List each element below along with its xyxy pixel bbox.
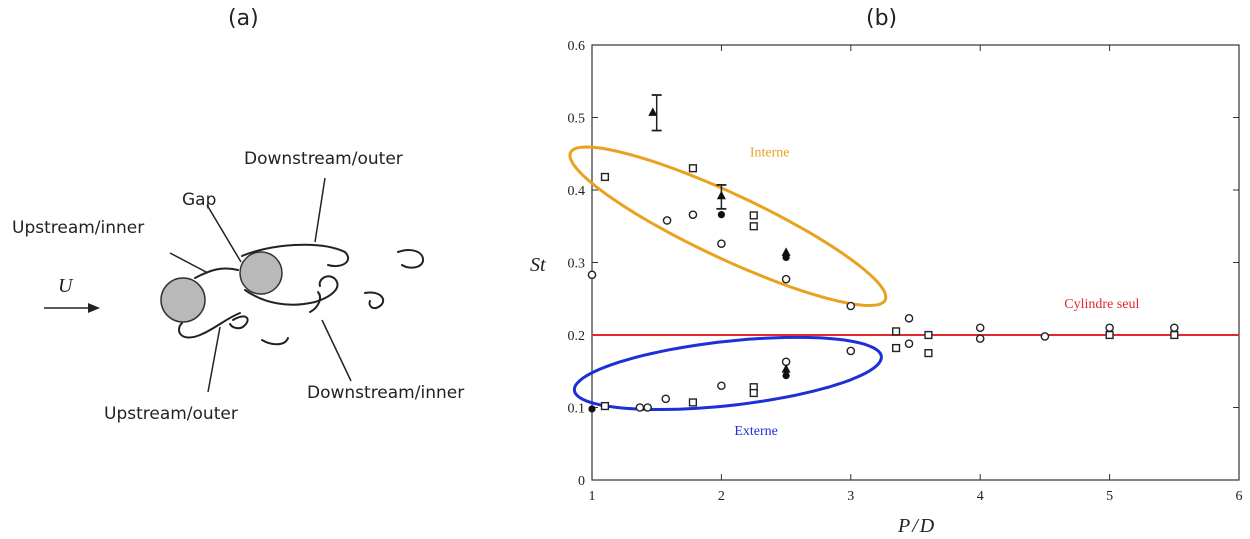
data-point-circle bbox=[1170, 323, 1179, 333]
x-tick-label: 6 bbox=[1236, 489, 1243, 504]
data-point-circle bbox=[717, 381, 726, 391]
label-upstream-inner: Upstream/inner bbox=[12, 218, 144, 238]
region-ellipse-externe bbox=[572, 335, 883, 411]
downstream-cylinder bbox=[239, 251, 283, 295]
region-label-interne: Interne bbox=[750, 146, 790, 161]
data-points bbox=[587, 107, 1179, 413]
y-tick-label: 0.5 bbox=[568, 112, 586, 127]
data-point-filled-circle bbox=[588, 405, 596, 413]
data-point-square bbox=[891, 343, 901, 353]
data-point-square bbox=[600, 172, 610, 182]
data-point-circle bbox=[688, 210, 698, 219]
data-point-square bbox=[688, 398, 698, 407]
data-point-square bbox=[749, 388, 758, 398]
data-point-square bbox=[749, 211, 758, 220]
y-axis-label: St bbox=[530, 254, 546, 276]
label-downstream-outer: Downstream/outer bbox=[244, 149, 403, 169]
strouhal-chart: 1 2 3 4 5 6 0 0.1 0.2 0.3 0.4 0.5 0.6 Interne Externe… bbox=[530, 39, 1243, 537]
data-point-square bbox=[891, 327, 901, 336]
label-downstream-inner: Downstream/inner bbox=[307, 383, 464, 403]
data-point-circle bbox=[587, 270, 597, 280]
error-bars bbox=[651, 94, 727, 210]
data-point-circle bbox=[643, 403, 652, 412]
panel-label-a: (a) bbox=[228, 6, 259, 31]
upstream-cylinder bbox=[160, 277, 206, 323]
data-point-circle bbox=[904, 339, 914, 349]
leader-lines bbox=[169, 177, 352, 393]
data-point-square bbox=[1170, 330, 1179, 340]
y-tick-label: 0.4 bbox=[568, 184, 586, 199]
data-point-circle bbox=[635, 403, 645, 412]
data-point-circle bbox=[661, 394, 671, 404]
x-axis-label: P/D bbox=[897, 515, 936, 537]
reference-line-label: Cylindre seul bbox=[1064, 297, 1139, 312]
x-tick-label: 4 bbox=[977, 489, 984, 504]
x-tick-label: 3 bbox=[847, 489, 854, 504]
label-upstream-outer: Upstream/outer bbox=[104, 404, 238, 424]
data-point-circle bbox=[975, 334, 985, 343]
tandem-cylinders-diagram: Downstream/outer Gap Upstream/inner U Do… bbox=[12, 149, 464, 424]
reference-line-group: Cylindre seul bbox=[592, 297, 1239, 336]
data-point-circle bbox=[717, 239, 726, 248]
data-point-circle bbox=[975, 323, 985, 333]
regions: Interne Externe bbox=[568, 145, 888, 439]
data-point-square bbox=[688, 164, 698, 173]
region-label-externe: Externe bbox=[734, 424, 778, 439]
label-gap: Gap bbox=[182, 190, 216, 210]
panel-label-b: (b) bbox=[866, 6, 898, 31]
data-point-circle bbox=[1040, 332, 1050, 341]
label-flow-velocity: U bbox=[58, 275, 74, 297]
data-point-circle bbox=[781, 274, 791, 284]
axis-ticks: 1 2 3 4 5 6 0 0.1 0.2 0.3 0.4 0.5 0.6 bbox=[568, 39, 1243, 504]
data-point-filled-circle bbox=[717, 211, 725, 219]
data-point-circle bbox=[846, 301, 856, 311]
data-point-filled-circle bbox=[782, 372, 790, 380]
data-point-circle bbox=[904, 314, 914, 323]
x-tick-label: 5 bbox=[1106, 489, 1113, 504]
y-tick-label: 0.2 bbox=[568, 329, 586, 344]
y-tick-label: 0.3 bbox=[568, 257, 586, 272]
data-point-filled-triangle bbox=[716, 190, 726, 200]
y-tick-label: 0.1 bbox=[568, 402, 586, 417]
vortex-lines bbox=[178, 243, 425, 346]
data-point-circle bbox=[846, 346, 856, 356]
flow-arrowhead bbox=[88, 303, 100, 313]
data-point-circle bbox=[1105, 323, 1114, 333]
region-ellipse-interne bbox=[568, 145, 888, 307]
data-point-filled-triangle bbox=[781, 364, 791, 373]
data-point-square bbox=[924, 330, 933, 340]
data-point-filled-triangle bbox=[648, 107, 658, 116]
data-point-circle bbox=[662, 216, 672, 225]
data-point-filled-triangle bbox=[781, 247, 791, 256]
y-tick-label: 0 bbox=[578, 474, 585, 489]
y-tick-label: 0.6 bbox=[568, 39, 586, 54]
x-tick-label: 2 bbox=[718, 489, 725, 504]
data-point-square bbox=[924, 349, 933, 358]
data-point-square bbox=[600, 401, 610, 411]
data-point-square bbox=[749, 222, 758, 231]
x-tick-label: 1 bbox=[589, 489, 596, 504]
plot-frame bbox=[591, 44, 1240, 481]
data-point-square bbox=[1105, 330, 1114, 340]
